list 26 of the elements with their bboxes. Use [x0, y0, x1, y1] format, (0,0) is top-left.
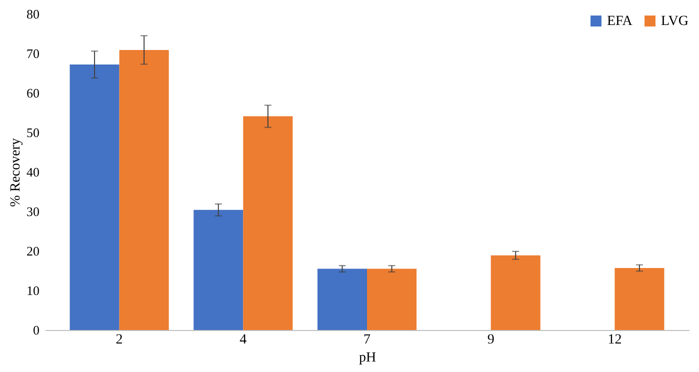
x-tick-label: 9 — [487, 332, 494, 348]
legend-label: EFA — [607, 14, 634, 29]
bar — [614, 268, 664, 330]
x-tick-label: 2 — [116, 332, 123, 348]
y-tick-label: 80 — [26, 6, 40, 22]
y-tick-label: 40 — [26, 164, 40, 180]
y-tick-label: 20 — [26, 244, 40, 258]
y-tick-label: 70 — [26, 46, 40, 61]
y-tick-label: 50 — [26, 125, 40, 140]
bar — [317, 268, 367, 330]
y-tick-label: 30 — [26, 204, 40, 219]
bar — [367, 268, 417, 330]
bar — [70, 64, 120, 330]
bar — [243, 116, 293, 330]
bar — [194, 210, 244, 330]
x-tick-label: 7 — [364, 332, 370, 348]
legend-label: LVG — [661, 14, 688, 29]
y-axis-title: % Recovery — [8, 138, 24, 207]
x-tick-label: 12 — [608, 332, 622, 348]
bar — [119, 50, 169, 330]
x-tick-label: 4 — [240, 332, 247, 348]
y-tick-label: 0 — [33, 322, 40, 338]
y-tick-label: 60 — [26, 86, 40, 100]
y-tick-label: 10 — [26, 283, 40, 298]
x-axis-title: pH — [358, 350, 376, 366]
bar — [490, 255, 540, 330]
